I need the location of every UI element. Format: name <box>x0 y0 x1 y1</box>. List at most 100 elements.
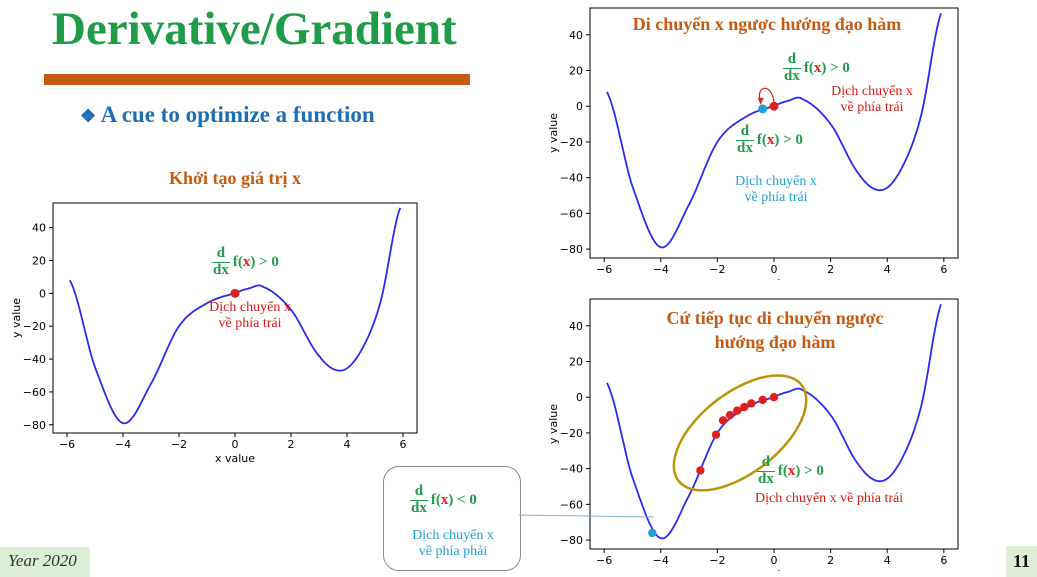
x-tick-label: 2 <box>827 554 834 567</box>
diamond-bullet-icon: ❖ <box>80 106 97 126</box>
callout-note-line2: về phía phải <box>418 544 488 559</box>
x-tick-label: −6 <box>59 438 75 451</box>
x-tick-label: 4 <box>344 438 351 451</box>
x-tick-label: −6 <box>596 554 612 567</box>
frac-denominator: dx <box>410 499 428 516</box>
y-tick-label: −60 <box>23 386 46 399</box>
y-tick-label: −80 <box>23 419 46 432</box>
frac-numerator: d <box>740 123 750 139</box>
red-point <box>718 416 728 425</box>
footer-text: Year 2020 <box>8 551 77 570</box>
x-tick-label: −4 <box>653 554 669 567</box>
y-tick-label: −40 <box>560 463 583 476</box>
left-note-line2: về phía trái <box>218 316 282 331</box>
x-tick-label: 6 <box>400 438 407 451</box>
x-tick-label: 0 <box>771 554 778 567</box>
x-tick-label: −2 <box>709 263 725 276</box>
left-chart-title: Khởi tạo giá trị x <box>169 168 301 188</box>
y-tick-label: −20 <box>23 320 46 333</box>
x-var: x <box>766 131 775 148</box>
y-tick-label: 20 <box>32 255 46 268</box>
y-tick-label: −40 <box>560 172 583 185</box>
gt-zero: ) > 0 <box>250 253 279 270</box>
x-tick-label: −2 <box>709 554 725 567</box>
top-right-note-blue: Dịch chuyển x về phía trái <box>716 174 836 206</box>
red-point <box>696 466 705 475</box>
page-number: 11 <box>1006 546 1037 577</box>
y-tick-label: −20 <box>560 427 583 440</box>
y-tick-label: −20 <box>560 136 583 149</box>
footer-badge: Year 2020 <box>0 547 90 577</box>
frac-denominator: dx <box>212 261 230 278</box>
arrow-head <box>757 97 764 105</box>
x-axis-label: x value <box>754 568 794 571</box>
x-axis-label: x value <box>754 277 794 280</box>
y-tick-label: 40 <box>32 222 46 235</box>
y-tick-label: 40 <box>569 320 583 333</box>
red-point <box>769 393 779 402</box>
frac-denominator: dx <box>736 139 754 156</box>
red-point <box>725 410 735 420</box>
subtitle-text: A cue to optimize a function <box>100 102 375 127</box>
x-tick-label: −6 <box>596 263 612 276</box>
y-tick-label: 40 <box>569 29 583 42</box>
frac-numerator: d <box>787 51 797 67</box>
cyan-point <box>648 528 657 538</box>
red-point <box>740 402 749 412</box>
x-tick-label: 0 <box>232 438 239 451</box>
y-tick-label: −40 <box>23 353 46 366</box>
y-tick-label: −80 <box>560 243 583 256</box>
bottom-right-chart-title: Cứ tiếp tục di chuyển ngược hướng đạo hà… <box>630 306 920 354</box>
frac-numerator: d <box>761 454 771 470</box>
lt-zero: ) < 0 <box>448 491 477 508</box>
frac-numerator: d <box>414 483 424 499</box>
x-tick-label: 4 <box>884 554 891 567</box>
x-tick-label: 2 <box>827 263 834 276</box>
f-open: f( <box>430 491 441 508</box>
frac-denominator: dx <box>783 67 801 84</box>
cyan-point <box>758 104 768 114</box>
red-point <box>230 288 240 298</box>
subtitle: ❖ A cue to optimize a function <box>80 102 375 128</box>
y-axis-label: y value <box>547 113 560 153</box>
callout-box <box>383 466 521 571</box>
callout-note: Dịch chuyển x về phía phải <box>393 528 513 560</box>
x-var: x <box>787 462 796 479</box>
left-derivative-label: d dx f(x) > 0 <box>212 245 279 279</box>
red-point <box>711 430 721 439</box>
left-note: Dịch chuyển x về phía trái <box>190 300 310 332</box>
top-right-derivative-red: d dx f(x) > 0 <box>783 51 850 85</box>
y-axis-label: y value <box>547 404 560 444</box>
x-tick-label: 6 <box>940 554 947 567</box>
note-red-line2: về phía trái <box>840 100 904 115</box>
left-note-line1: Dịch chuyển x <box>209 300 291 315</box>
callout-connector-line <box>518 514 655 518</box>
y-tick-label: 0 <box>576 100 583 113</box>
x-var: x <box>813 59 822 76</box>
title-underline-bar <box>44 74 470 85</box>
y-tick-label: 0 <box>39 287 46 300</box>
red-point <box>733 406 742 415</box>
x-var: x <box>242 253 251 270</box>
f-open: f( <box>232 253 243 270</box>
top-right-chart-title: Di chuyển x ngược hướng đạo hàm <box>632 14 902 34</box>
frac-numerator: d <box>216 245 226 261</box>
y-tick-label: −80 <box>560 534 583 547</box>
bottom-right-note: Dịch chuyển x về phía trái <box>755 491 904 506</box>
x-tick-label: −2 <box>171 438 187 451</box>
note-blue-line2: về phía trái <box>744 190 808 205</box>
x-tick-label: −4 <box>653 263 669 276</box>
f-open: f( <box>777 462 788 479</box>
red-point <box>769 101 779 111</box>
y-tick-label: 20 <box>569 356 583 369</box>
x-tick-label: 0 <box>771 263 778 276</box>
x-var: x <box>440 491 449 508</box>
y-tick-label: 0 <box>576 391 583 404</box>
note-red-line1: Dịch chuyển x <box>831 84 913 99</box>
bottom-right-title-line2: hướng đạo hàm <box>714 332 836 352</box>
top-right-note-red: Dịch chuyển x về phía trái <box>812 84 932 116</box>
